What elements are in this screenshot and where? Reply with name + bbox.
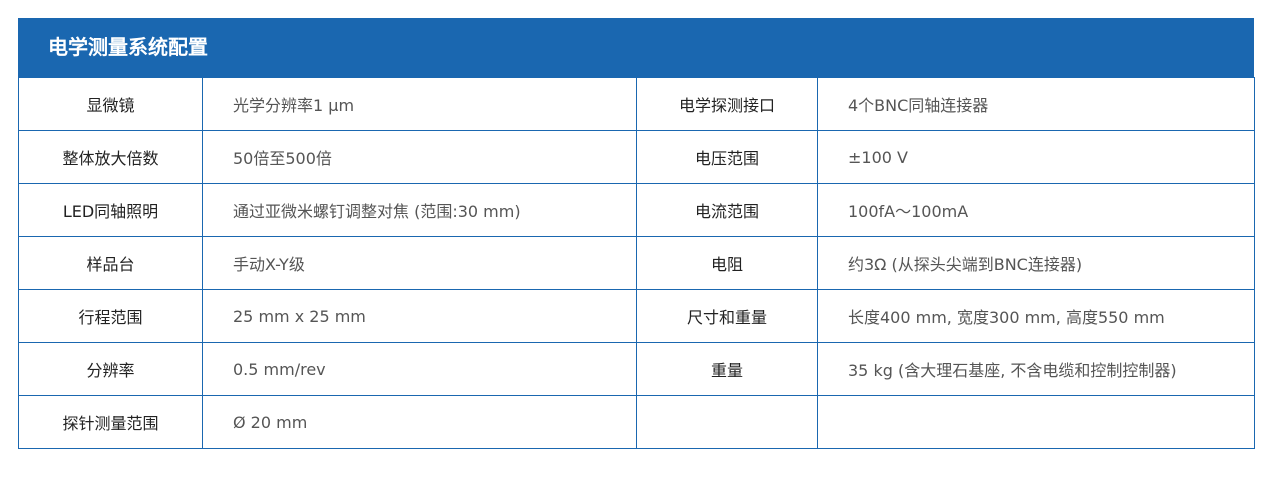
- spec-value: Ø 20 mm: [202, 395, 637, 449]
- spec-value: 手动X-Y级: [202, 236, 637, 290]
- spec-value: 光学分辨率1 µm: [202, 77, 637, 131]
- table-row: 行程范围 25 mm x 25 mm 尺寸和重量 长度400 mm, 宽度300 mm…: [18, 289, 1255, 343]
- spec-label: 样品台: [18, 236, 203, 290]
- spec-label: 整体放大倍数: [18, 130, 203, 184]
- spec-label: 电流范围: [636, 183, 818, 237]
- spec-label: 分辨率: [18, 342, 203, 396]
- spec-value: 25 mm x 25 mm: [202, 289, 637, 343]
- spec-value: 4个BNC同轴连接器: [817, 77, 1255, 131]
- table-row: 显微镜 光学分辨率1 µm 电学探测接口 4个BNC同轴连接器: [18, 77, 1255, 131]
- spec-table-container: 电学测量系统配置 显微镜 光学分辨率1 µm 电学探测接口 4个BNC同轴连接器 整体放…: [18, 18, 1255, 449]
- table-row: 分辨率 0.5 mm/rev 重量 35 kg (含大理石基座, 不含电缆和控制控制器…: [18, 342, 1255, 396]
- spec-value: 约3Ω (从探头尖端到BNC连接器): [817, 236, 1255, 290]
- spec-label: LED同轴照明: [18, 183, 203, 237]
- table-row: LED同轴照明 通过亚微米螺钉调整对焦 (范围:30 mm) 电流范围 100fA～1…: [18, 183, 1255, 237]
- spec-label: [636, 395, 818, 449]
- spec-value: 长度400 mm, 宽度300 mm, 高度550 mm: [817, 289, 1255, 343]
- spec-label: 电学探测接口: [636, 77, 818, 131]
- spec-label: 探针测量范围: [18, 395, 203, 449]
- spec-label: 尺寸和重量: [636, 289, 818, 343]
- table-title: 电学测量系统配置: [18, 18, 1254, 77]
- table-row: 探针测量范围 Ø 20 mm: [18, 395, 1255, 449]
- spec-table: 显微镜 光学分辨率1 µm 电学探测接口 4个BNC同轴连接器 整体放大倍数 50倍至50…: [18, 77, 1255, 449]
- spec-value: [817, 395, 1255, 449]
- spec-label: 显微镜: [18, 77, 203, 131]
- spec-value: ±100 V: [817, 130, 1255, 184]
- table-row: 整体放大倍数 50倍至500倍 电压范围 ±100 V: [18, 130, 1255, 184]
- spec-value: 35 kg (含大理石基座, 不含电缆和控制控制器): [817, 342, 1255, 396]
- spec-value: 通过亚微米螺钉调整对焦 (范围:30 mm): [202, 183, 637, 237]
- spec-label: 电压范围: [636, 130, 818, 184]
- spec-value: 50倍至500倍: [202, 130, 637, 184]
- table-row: 样品台 手动X-Y级 电阻 约3Ω (从探头尖端到BNC连接器): [18, 236, 1255, 290]
- spec-label: 电阻: [636, 236, 818, 290]
- spec-value: 0.5 mm/rev: [202, 342, 637, 396]
- spec-label: 行程范围: [18, 289, 203, 343]
- spec-value: 100fA～100mA: [817, 183, 1255, 237]
- spec-label: 重量: [636, 342, 818, 396]
